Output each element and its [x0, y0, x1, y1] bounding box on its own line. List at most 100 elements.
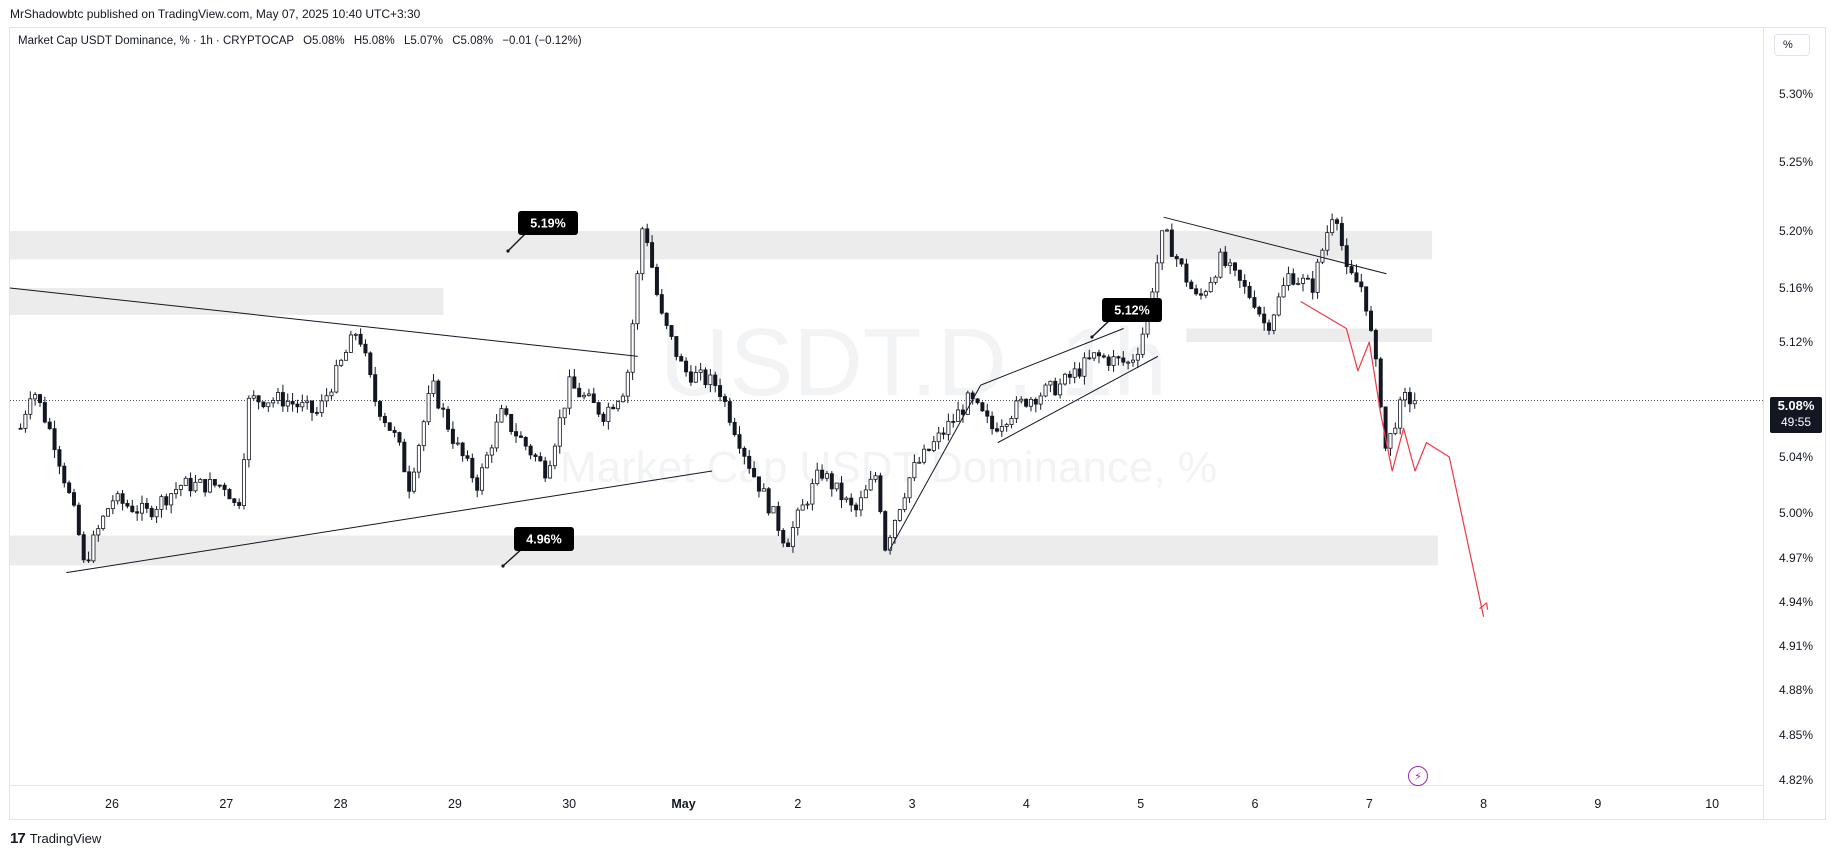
- candle-body-81: [412, 471, 417, 492]
- candle-body-84: [426, 393, 431, 423]
- y-tick-label: 4.91%: [1779, 639, 1813, 653]
- y-tick-label: 4.94%: [1779, 595, 1813, 609]
- trendline-3: [980, 328, 1124, 386]
- candle-body-14: [86, 559, 91, 562]
- price-axis[interactable]: 5.30% 5.25% 5.20% 5.16% 5.12% 5.04% 5.00% 4.97%…: [1779, 87, 1813, 787]
- zone-2: [10, 535, 1438, 566]
- candle-body-145: [722, 396, 727, 402]
- trendline-2: [888, 384, 982, 551]
- candle-body-229: [1130, 359, 1135, 363]
- candle-body-268: [1320, 249, 1325, 263]
- candle-body-10: [67, 482, 72, 494]
- candle-body-45: [237, 502, 242, 506]
- candle-body-225: [1111, 356, 1116, 366]
- candle-body-56: [290, 400, 295, 405]
- candle-body-7: [52, 428, 57, 451]
- candle-body-115: [577, 387, 582, 398]
- candle-body-192: [951, 420, 956, 423]
- candle-body-255: [1257, 306, 1262, 315]
- x-tick-label: 30: [562, 797, 576, 811]
- candle-body-256: [1262, 313, 1267, 324]
- candle-body-278: [1369, 310, 1374, 331]
- level-label-2: 5.12%: [1114, 304, 1149, 318]
- candle-body-212: [1048, 380, 1053, 386]
- candle-body-30: [164, 496, 169, 506]
- y-tick-label: 5.16%: [1779, 281, 1813, 295]
- tradingview-logo: 17 TradingView: [10, 830, 101, 847]
- candle-body-23: [130, 505, 135, 513]
- candle-body-52: [271, 400, 276, 404]
- candle-body-279: [1373, 330, 1378, 360]
- candle-body-107: [538, 456, 543, 462]
- candle-body-46: [242, 459, 247, 506]
- candle-body-25: [140, 502, 145, 514]
- candle-body-226: [1116, 356, 1121, 359]
- candle-body-210: [1038, 395, 1043, 405]
- y-tick-label: 5.00%: [1779, 506, 1813, 520]
- candle-body-238: [1174, 256, 1179, 260]
- bar-countdown: 49:55: [1780, 415, 1812, 429]
- symbol-label[interactable]: Market Cap USDT Dominance, % · 1h · CRYP…: [18, 35, 294, 47]
- publish-line: MrShadowbtc published on TradingView.com…: [10, 7, 421, 21]
- candle-body-74: [378, 401, 383, 417]
- candle-body-267: [1315, 261, 1320, 293]
- x-tick-label: 4: [1023, 797, 1030, 811]
- candle-body-48: [251, 395, 256, 399]
- candle-body-262: [1291, 273, 1296, 285]
- candle-body-143: [713, 374, 718, 386]
- candle-body-151: [752, 467, 757, 478]
- candle-body-181: [897, 509, 902, 521]
- level-anchor-0: [506, 249, 510, 253]
- x-tick-label: 26: [105, 797, 119, 811]
- candle-body-11: [71, 492, 76, 506]
- candle-body-219: [1082, 357, 1087, 377]
- candle-body-272: [1339, 223, 1344, 247]
- lightning-icon[interactable]: ⚡: [1408, 766, 1428, 786]
- candle-body-77: [392, 430, 397, 433]
- y-tick-label: 4.85%: [1779, 728, 1813, 742]
- candle-body-156: [776, 505, 781, 531]
- candle-body-193: [956, 409, 961, 422]
- low-value: L5.07%: [403, 35, 443, 47]
- candle-body-32: [174, 489, 179, 495]
- candle-body-252: [1242, 279, 1247, 287]
- candle-body-231: [1140, 333, 1145, 355]
- candle-body-80: [407, 471, 412, 492]
- candle-body-237: [1169, 229, 1174, 257]
- candle-body-19: [110, 500, 115, 510]
- candle-body-91: [460, 442, 465, 457]
- candle-body-68: [348, 334, 353, 353]
- candle-body-274: [1349, 266, 1354, 274]
- time-axis-separator: [9, 785, 1763, 786]
- candle-body-190: [941, 432, 946, 435]
- candle-body-124: [620, 395, 625, 403]
- candle-body-98: [494, 421, 499, 449]
- candle-body-34: [183, 477, 188, 486]
- candle-body-224: [1106, 356, 1111, 366]
- candle-body-213: [1053, 380, 1058, 396]
- tradingview-logo-icon: 17: [10, 830, 26, 847]
- candle-body-157: [781, 530, 786, 544]
- candle-body-220: [1087, 357, 1092, 360]
- candle-body-174: [863, 489, 868, 499]
- candle-body-235: [1160, 230, 1165, 264]
- candle-body-138: [688, 371, 693, 383]
- level-box-0: [518, 211, 578, 235]
- candle-body-271: [1335, 219, 1340, 224]
- level-label-0: 5.19%: [530, 217, 565, 231]
- candle-body-280: [1378, 358, 1383, 408]
- zone-0: [10, 231, 1433, 260]
- time-axis[interactable]: 26 27 28 29 30 May 2 3 4 5 6 7 8 9 10: [105, 797, 1719, 811]
- level-anchor-1: [501, 564, 505, 568]
- candle-body-111: [557, 417, 562, 447]
- candle-body-222: [1096, 352, 1101, 357]
- candle-body-276: [1359, 281, 1364, 288]
- candle-body-264: [1301, 277, 1306, 284]
- candle-body-218: [1077, 368, 1082, 377]
- candle-body-119: [596, 402, 601, 415]
- candle-body-195: [965, 392, 970, 415]
- percent-scale-button[interactable]: %: [1774, 34, 1810, 56]
- candle-body-148: [737, 434, 742, 449]
- candle-body-159: [790, 527, 795, 547]
